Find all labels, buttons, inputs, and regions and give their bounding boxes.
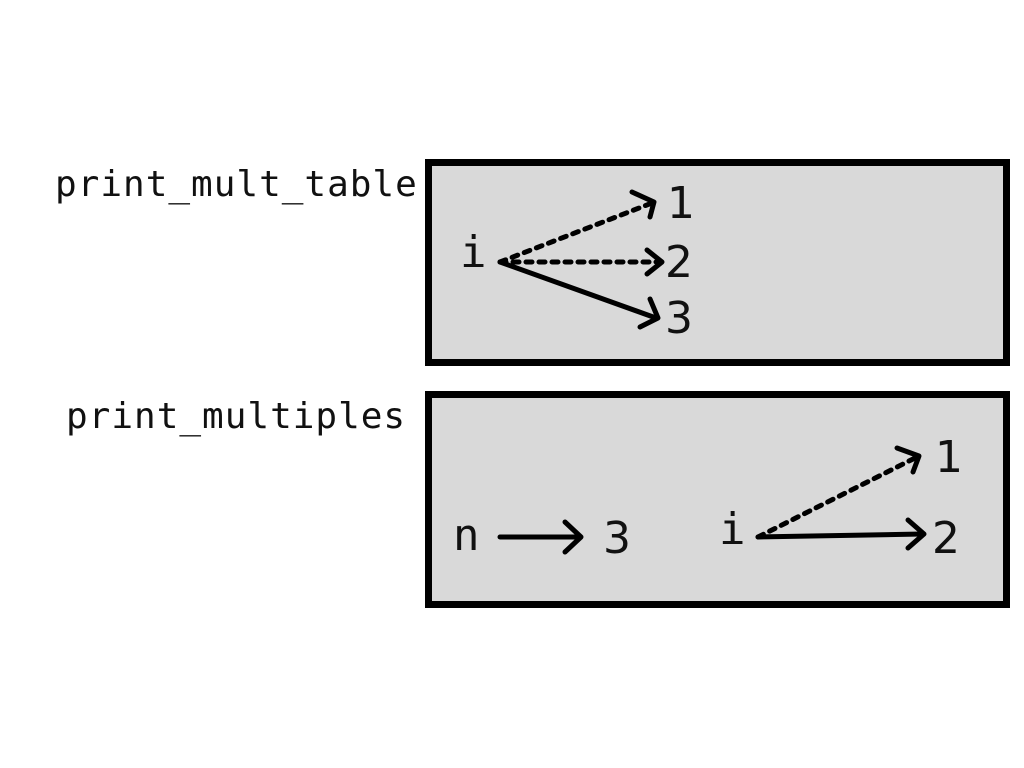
variable-name-n: n <box>453 510 480 561</box>
frame-box-print-mult-table <box>425 159 1010 366</box>
frame-label-print-multiples: print_multiples <box>66 396 407 437</box>
arrowhead <box>562 519 584 555</box>
value-1: 1 <box>667 178 695 229</box>
frame-box-print-multiples <box>425 391 1010 608</box>
dotted-arrow-i-to-1 <box>755 454 920 540</box>
value-3: 3 <box>603 513 631 564</box>
arrowhead <box>894 445 922 475</box>
solid-arrow-i-to-3 <box>497 259 659 321</box>
solid-arrow-i-to-2 <box>755 531 925 540</box>
value-2: 2 <box>665 237 693 288</box>
arrowhead <box>905 517 927 551</box>
frame-label-print-mult-table: print_mult_table <box>55 164 418 205</box>
variable-name-i: i <box>719 504 746 555</box>
value-2: 2 <box>932 513 960 564</box>
value-1: 1 <box>935 432 963 483</box>
arrowhead <box>629 189 657 220</box>
dotted-arrow-i-to-1 <box>497 200 655 265</box>
value-3: 3 <box>665 293 693 344</box>
arrowhead <box>637 296 661 330</box>
arrowhead <box>644 247 665 277</box>
variable-name-i: i <box>460 227 487 278</box>
